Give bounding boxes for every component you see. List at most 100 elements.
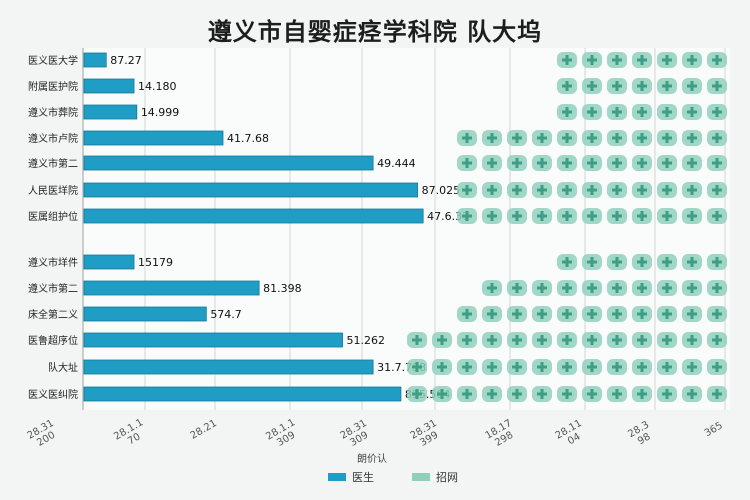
x-tick-label: 365 bbox=[703, 420, 725, 439]
patient-icon bbox=[707, 359, 727, 375]
patient-icon bbox=[507, 306, 527, 322]
category-label: 人民医垟院 bbox=[28, 184, 78, 197]
patient-icon bbox=[707, 104, 727, 120]
category-label: 遵义市卢院 bbox=[28, 132, 78, 145]
x-tick-label: 28.21 bbox=[189, 418, 219, 442]
patient-icon bbox=[482, 280, 502, 296]
patient-icon bbox=[632, 52, 652, 68]
patient-icon bbox=[657, 182, 677, 198]
patient-icon bbox=[632, 254, 652, 270]
patient-icon bbox=[582, 359, 602, 375]
patient-icon bbox=[607, 332, 627, 348]
patient-icon bbox=[582, 332, 602, 348]
patient-icon bbox=[582, 182, 602, 198]
data-label: 51.262 bbox=[347, 334, 386, 347]
patient-icon bbox=[682, 52, 702, 68]
patient-icon bbox=[607, 359, 627, 375]
patient-icon bbox=[557, 130, 577, 146]
patient-icon bbox=[582, 306, 602, 322]
legend-item: 招网 bbox=[412, 470, 458, 484]
patient-icon bbox=[557, 78, 577, 94]
patient-icon bbox=[707, 332, 727, 348]
patient-icon bbox=[707, 280, 727, 296]
patient-icon bbox=[507, 155, 527, 171]
patient-icon bbox=[682, 359, 702, 375]
patient-icon bbox=[682, 208, 702, 224]
data-label: 87.27 bbox=[110, 54, 141, 67]
patient-icon bbox=[532, 306, 552, 322]
patient-icon bbox=[482, 182, 502, 198]
patient-icon bbox=[657, 332, 677, 348]
patient-icon bbox=[657, 130, 677, 146]
patient-icon bbox=[632, 155, 652, 171]
patient-icon bbox=[557, 306, 577, 322]
data-label: 81.398 bbox=[263, 282, 302, 295]
x-axis-label: 朗价认 bbox=[357, 452, 387, 465]
patient-icon bbox=[582, 208, 602, 224]
svg-text:365: 365 bbox=[703, 420, 725, 439]
data-label: 574.7 bbox=[210, 308, 242, 321]
patient-icon bbox=[457, 306, 477, 322]
patient-icon bbox=[532, 332, 552, 348]
patient-icon bbox=[632, 359, 652, 375]
patient-icon bbox=[707, 306, 727, 322]
patient-icon bbox=[582, 254, 602, 270]
patient-icon bbox=[582, 280, 602, 296]
data-label: 15179 bbox=[138, 256, 173, 269]
data-label: 41.7.68 bbox=[227, 132, 269, 145]
category-label: 遵义市垟件 bbox=[28, 256, 78, 269]
patient-icon bbox=[557, 155, 577, 171]
legend-item: 医生 bbox=[328, 470, 374, 484]
patient-icon bbox=[457, 182, 477, 198]
patient-icon bbox=[707, 52, 727, 68]
patient-icon bbox=[632, 78, 652, 94]
patient-icon bbox=[557, 386, 577, 402]
patient-icon bbox=[682, 78, 702, 94]
bar bbox=[83, 130, 224, 146]
x-tick-label: 28.398 bbox=[626, 420, 652, 448]
patient-icon bbox=[557, 359, 577, 375]
patient-icon bbox=[607, 52, 627, 68]
patient-icon bbox=[657, 359, 677, 375]
category-label: 遵义市第二 bbox=[28, 157, 78, 170]
category-label: 遵义市第二 bbox=[28, 282, 78, 295]
patient-icon bbox=[657, 155, 677, 171]
patient-icon bbox=[507, 208, 527, 224]
patient-icon bbox=[407, 359, 427, 375]
patient-icon bbox=[632, 104, 652, 120]
patient-icon bbox=[607, 280, 627, 296]
patient-icon bbox=[532, 130, 552, 146]
patient-icon bbox=[507, 280, 527, 296]
patient-icon bbox=[632, 280, 652, 296]
patient-icon bbox=[682, 254, 702, 270]
patient-icon bbox=[507, 359, 527, 375]
patient-icon bbox=[482, 130, 502, 146]
patient-icon bbox=[532, 359, 552, 375]
patient-icon bbox=[432, 332, 452, 348]
patient-icon bbox=[607, 306, 627, 322]
patient-icon bbox=[707, 254, 727, 270]
patient-icon bbox=[607, 130, 627, 146]
bar bbox=[83, 306, 207, 322]
legend-swatch bbox=[328, 473, 346, 481]
svg-text:28.21: 28.21 bbox=[189, 418, 219, 442]
patient-icon bbox=[532, 280, 552, 296]
patient-icon bbox=[682, 280, 702, 296]
patient-icon bbox=[607, 254, 627, 270]
patient-icon bbox=[457, 359, 477, 375]
patient-icon bbox=[532, 208, 552, 224]
bar bbox=[83, 155, 374, 171]
patient-icon bbox=[607, 208, 627, 224]
patient-icon bbox=[682, 306, 702, 322]
patient-icon bbox=[482, 359, 502, 375]
patient-icon bbox=[682, 386, 702, 402]
category-label: 遵义市葬院 bbox=[28, 106, 78, 119]
patient-icon bbox=[532, 155, 552, 171]
patient-icon bbox=[582, 78, 602, 94]
category-label: 附属医护院 bbox=[28, 80, 78, 93]
patient-icon bbox=[557, 208, 577, 224]
